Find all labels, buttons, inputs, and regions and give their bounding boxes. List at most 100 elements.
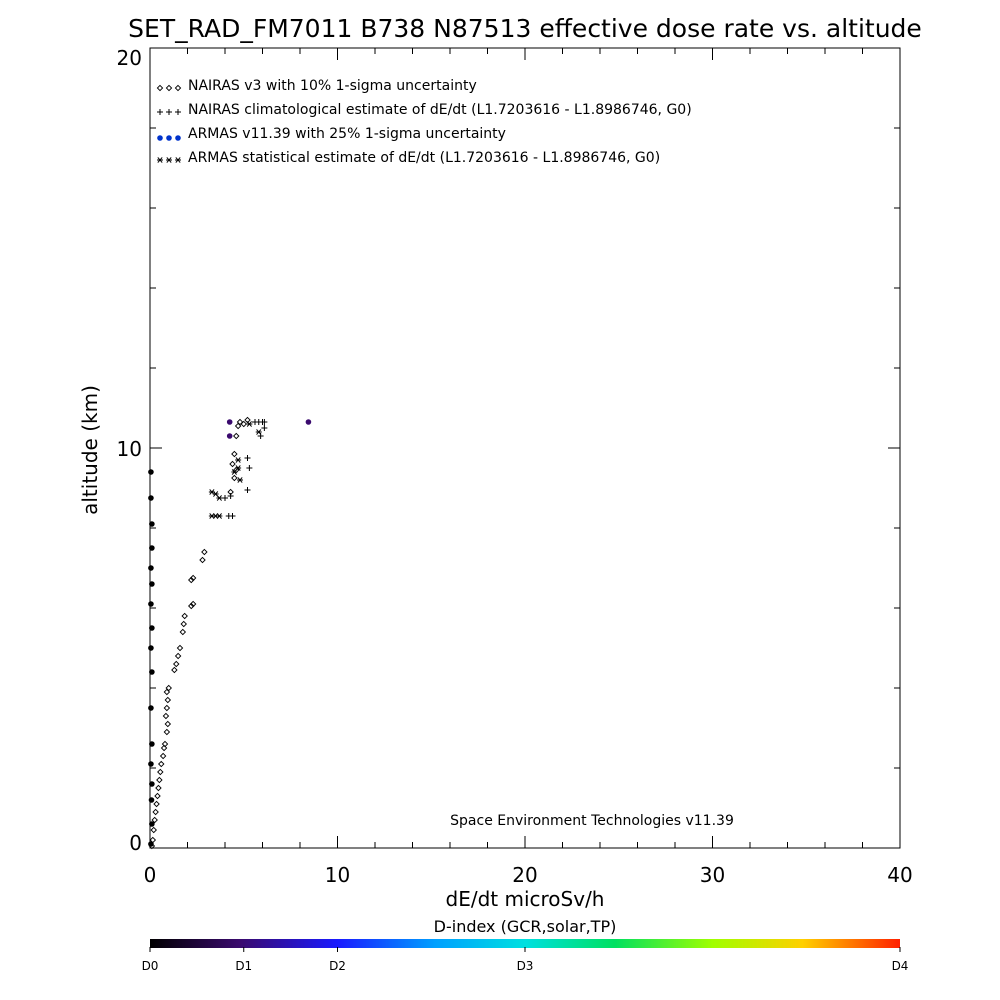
diamond-point <box>164 720 172 728</box>
plus-point <box>227 493 234 499</box>
colorbar-label-d2: D2 <box>329 959 346 973</box>
x-tick-label-40: 40 <box>887 863 912 887</box>
x-tick-label-10: 10 <box>325 863 350 887</box>
legend-label-armas-v11: ARMAS v11.39 with 25% 1-sigma uncertaint… <box>188 126 506 142</box>
axis-ticks <box>149 47 901 849</box>
dot-point <box>149 625 155 631</box>
diamond-point <box>159 752 167 760</box>
plus-point <box>261 425 268 431</box>
diamond-point <box>171 666 178 674</box>
dot-point <box>149 545 155 551</box>
y-axis-label: altitude (km) <box>78 385 102 515</box>
dot-point <box>148 601 154 607</box>
dot-point <box>148 705 154 711</box>
diamond-point <box>234 422 242 430</box>
diamond-point <box>244 416 251 424</box>
dot-point <box>149 521 155 527</box>
diamond-point <box>174 652 182 660</box>
diamond-point <box>201 548 208 556</box>
diamond-point <box>165 684 172 692</box>
legend-marker-nairas-v3 <box>156 84 182 92</box>
colorbar-label-d0: D0 <box>142 959 159 973</box>
x-axis-label: dE/dt microSv/h <box>446 887 605 911</box>
dot-point <box>149 669 155 675</box>
colorbar-label-d1: D1 <box>235 959 252 973</box>
dot-point <box>148 797 155 803</box>
colorbar-title: D-index (GCR,solar,TP) <box>434 917 617 936</box>
diamond-point <box>233 466 240 474</box>
plot-frame <box>149 47 901 849</box>
diamond-point <box>163 728 171 736</box>
dot-point <box>226 419 233 425</box>
legend-marker-armas-v11 <box>157 135 181 141</box>
asterisk-point <box>235 465 242 471</box>
diamond-point <box>181 612 188 620</box>
plus-point <box>261 419 268 425</box>
plus-legend-symbol <box>175 109 181 115</box>
diamond-point <box>161 740 169 748</box>
plus-point <box>244 455 251 461</box>
dot-point <box>148 761 154 767</box>
dot-point <box>305 419 312 425</box>
diamond-point <box>173 660 180 668</box>
diamond-point <box>188 602 195 610</box>
asterisk-legend-symbol <box>166 157 172 163</box>
diamond-point <box>163 688 171 696</box>
diamond-point <box>164 696 172 704</box>
dot-point <box>149 741 155 747</box>
chart-title: SET_RAD_FM7011 B738 N87513 effective dos… <box>128 14 922 43</box>
diamond-point <box>155 784 162 792</box>
plus-point <box>229 513 236 519</box>
asterisk-point <box>237 477 243 483</box>
y-tick-label-10: 10 <box>117 437 142 461</box>
y-tick-label-20: 20 <box>117 46 142 70</box>
legend-marker-armas-statistical <box>157 157 181 163</box>
diamond-point <box>163 704 171 712</box>
diamond-point <box>158 760 165 768</box>
legend-label-armas-statistical: ARMAS statistical estimate of dE/dt (L1.… <box>188 150 660 166</box>
diamond-point <box>229 460 236 468</box>
diamond-legend-symbol <box>174 84 182 92</box>
legend-marker-nairas-climatological <box>157 109 181 115</box>
colorbar-label-d4: D4 <box>892 959 909 973</box>
legend: NAIRAS v3 with 10% 1-sigma uncertainty N… <box>156 78 692 166</box>
diamond-point <box>180 620 187 628</box>
dot-point <box>148 645 154 651</box>
diamond-point <box>152 808 159 816</box>
diamond-point <box>199 556 206 564</box>
dot-point <box>148 841 154 847</box>
diamond-point <box>153 800 160 808</box>
dot-legend-symbol <box>157 135 163 141</box>
diamond-point <box>156 776 163 784</box>
x-tick-label-0: 0 <box>144 863 157 887</box>
plus-legend-symbol <box>157 109 163 115</box>
colorbar <box>150 939 900 948</box>
plus-point <box>244 487 251 493</box>
diamond-point <box>154 792 161 800</box>
diamond-legend-symbol <box>156 84 164 92</box>
asterisk-point <box>235 457 242 463</box>
asterisk-point <box>255 429 262 435</box>
y-tick-label-0: 0 <box>129 831 142 855</box>
diamond-point <box>176 644 184 652</box>
asterisk-point <box>216 495 223 501</box>
plus-point <box>246 465 253 471</box>
diamond-point <box>240 420 247 428</box>
asterisk-point <box>246 421 253 427</box>
legend-label-nairas-climatological: NAIRAS climatological estimate of dE/dt … <box>188 102 692 118</box>
dot-legend-symbol <box>166 135 172 141</box>
diamond-point <box>231 474 238 482</box>
dot-point <box>148 469 154 475</box>
diamond-point <box>157 768 164 776</box>
dot-point <box>148 495 154 501</box>
dot-point <box>148 565 154 571</box>
colorbar-ticks <box>149 947 901 952</box>
diamond-point <box>233 432 240 440</box>
diamond-point <box>160 744 168 752</box>
plus-legend-symbol <box>166 109 172 115</box>
annotation-credit: Space Environment Technologies v11.39 <box>450 813 734 829</box>
dot-point <box>226 433 233 439</box>
data-points <box>148 416 312 850</box>
diamond-legend-symbol <box>165 84 173 92</box>
